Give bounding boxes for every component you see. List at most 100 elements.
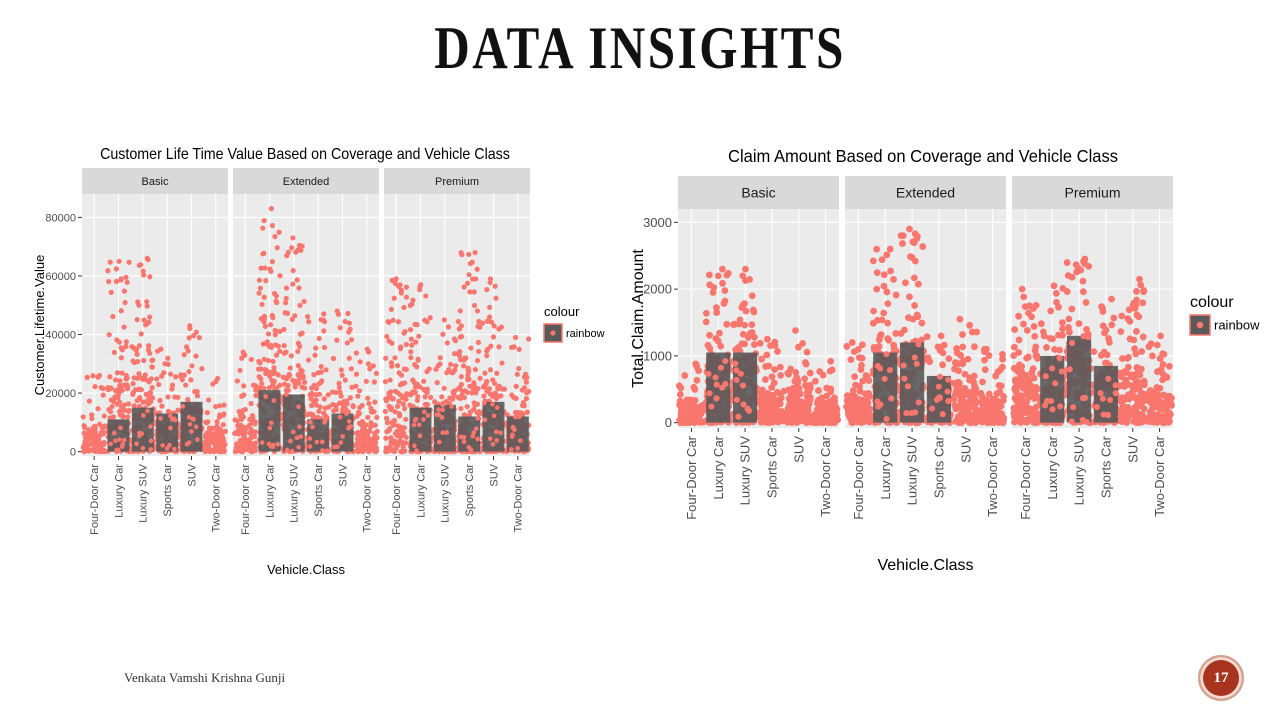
data-point — [387, 393, 393, 399]
data-point — [1031, 333, 1039, 340]
data-point — [126, 401, 132, 407]
data-point — [269, 222, 275, 229]
data-point — [390, 317, 396, 323]
data-point — [455, 318, 461, 325]
data-point — [467, 409, 474, 415]
data-point — [180, 404, 186, 409]
data-point — [509, 392, 515, 398]
data-point — [360, 427, 366, 433]
data-point — [384, 333, 390, 340]
data-bar — [706, 352, 731, 423]
data-point — [504, 412, 510, 418]
data-point — [394, 403, 401, 409]
data-point — [1011, 394, 1019, 402]
data-point — [136, 343, 143, 349]
data-point — [474, 357, 481, 364]
data-point — [117, 409, 123, 415]
data-point — [186, 335, 192, 341]
data-point — [1079, 288, 1087, 296]
data-point — [981, 356, 988, 364]
data-point — [771, 366, 779, 374]
facet-plot-group — [1010, 255, 1175, 427]
data-point — [466, 251, 472, 257]
legend-label: rainbow — [566, 328, 605, 340]
data-point — [1163, 373, 1171, 381]
data-point — [412, 443, 417, 449]
data-point — [373, 447, 379, 453]
data-point — [1015, 336, 1023, 344]
data-point — [140, 268, 146, 274]
data-point — [485, 346, 491, 352]
data-point — [312, 415, 318, 421]
data-point — [92, 429, 99, 435]
data-point — [1019, 384, 1027, 392]
data-point — [263, 370, 269, 377]
data-point — [444, 430, 450, 435]
data-point — [484, 353, 490, 359]
data-point — [437, 355, 443, 361]
data-point — [100, 429, 106, 435]
data-point — [301, 298, 307, 305]
data-point — [1063, 259, 1071, 266]
data-point — [815, 413, 823, 420]
data-point — [261, 217, 267, 224]
data-point — [956, 315, 964, 323]
data-point — [910, 239, 918, 247]
data-point — [134, 441, 139, 447]
x-tick-label: Two-Door Car — [362, 464, 374, 533]
data-point — [1166, 418, 1173, 425]
data-point — [214, 419, 220, 425]
data-point — [457, 395, 464, 402]
facet-plot-group — [80, 255, 229, 455]
data-point — [516, 365, 522, 372]
data-point — [919, 243, 927, 250]
data-point — [496, 326, 502, 332]
data-point — [473, 426, 479, 432]
data-point — [1018, 368, 1026, 375]
data-point — [205, 442, 212, 449]
data-point — [913, 311, 921, 319]
data-point — [740, 300, 748, 308]
data-point — [269, 259, 275, 265]
data-point — [96, 372, 103, 379]
data-point — [116, 339, 122, 345]
data-point — [1134, 364, 1142, 372]
data-point — [735, 413, 742, 420]
data-point — [918, 319, 926, 327]
data-point — [773, 388, 781, 396]
data-point — [1167, 411, 1174, 418]
data-point — [959, 331, 966, 338]
data-point — [1134, 399, 1142, 407]
data-point — [777, 371, 785, 379]
data-point — [407, 302, 413, 308]
data-point — [190, 333, 197, 339]
data-point — [237, 367, 243, 374]
data-point — [1125, 354, 1132, 361]
data-point — [484, 318, 491, 324]
data-point — [388, 306, 394, 312]
data-point — [167, 442, 172, 448]
data-point — [344, 411, 349, 417]
data-point — [272, 332, 278, 338]
x-tick-label: Four-Door Car — [684, 435, 699, 519]
data-point — [461, 284, 467, 290]
data-point — [398, 372, 405, 378]
x-tick-label: Two-Door Car — [985, 435, 1000, 517]
data-point — [482, 417, 488, 423]
data-point — [473, 390, 479, 396]
data-point — [162, 361, 168, 367]
data-point — [274, 245, 280, 251]
data-point — [827, 388, 835, 396]
data-point — [281, 326, 287, 333]
data-point — [206, 397, 212, 403]
data-point — [248, 429, 254, 435]
data-point — [945, 355, 953, 363]
data-point — [318, 317, 324, 323]
data-point — [401, 366, 408, 372]
data-point — [875, 336, 883, 344]
data-point — [698, 409, 706, 417]
data-point — [350, 403, 356, 409]
data-point — [785, 370, 793, 378]
data-point — [259, 440, 265, 445]
data-point — [365, 448, 371, 454]
